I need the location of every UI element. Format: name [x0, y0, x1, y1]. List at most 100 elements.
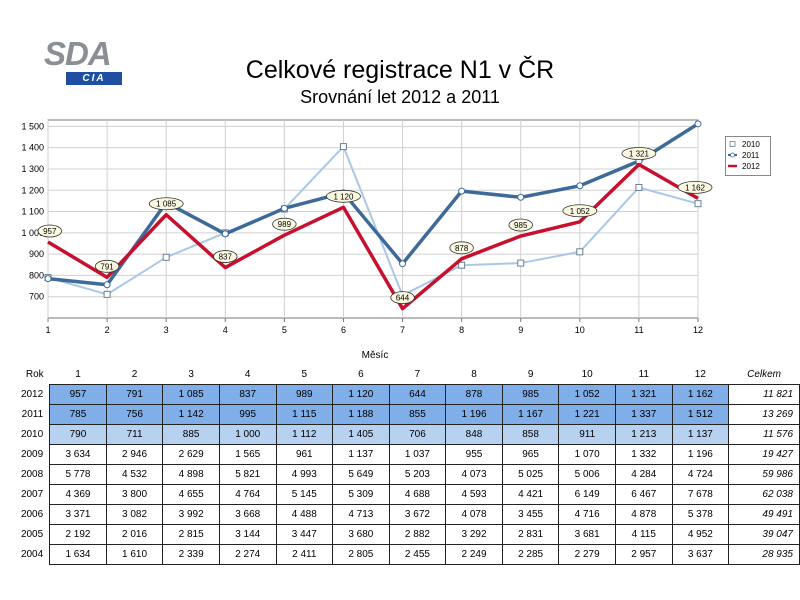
data-label-bubble: [37, 224, 63, 238]
table-cell: 2 339: [162, 544, 220, 565]
table-cell: 1 196: [445, 404, 503, 425]
table-row-total: 11 821: [728, 384, 800, 405]
table-row-year: 2004: [20, 549, 44, 560]
x-tick-label: 9: [518, 325, 523, 335]
table-cell: 1 112: [275, 424, 334, 445]
table-cell: 1 137: [332, 444, 390, 465]
chart-subtitle: Srovnání let 2012 a 2011: [300, 87, 500, 107]
legend-label-2012: 2012: [742, 162, 760, 171]
table-cell: 4 115: [614, 524, 673, 545]
registrations-table: Rok 1 2 3 4 5 6 7 8 9 10 11 12 Celkem 2012 957 791 1 085 8…: [8, 365, 800, 565]
table-row-year: 2011: [21, 409, 44, 420]
table-cell: 4 593: [445, 484, 503, 505]
table-cell: 3 455: [501, 504, 560, 525]
table-row-year: 2006: [20, 509, 44, 520]
table-cell: 4 688: [388, 484, 447, 505]
table-header-month: 1: [75, 369, 81, 380]
table-cell: 5 778: [49, 464, 107, 485]
table-cell: 1 052: [558, 384, 616, 405]
table-header-month: 12: [694, 369, 706, 380]
series-line-2010: [47, 145, 699, 297]
table-cell: 2 946: [105, 444, 164, 465]
table-cell: 3 637: [671, 544, 730, 565]
point-2011: [399, 260, 407, 268]
x-tick-label: 12: [693, 325, 703, 335]
table-cell: 4 369: [49, 484, 107, 505]
point-2010: [103, 290, 111, 298]
table-header-year: Rok: [25, 369, 44, 381]
data-label: 837: [219, 253, 233, 262]
logo-cia-text: CIA: [82, 73, 106, 84]
table-cell: 2 249: [445, 544, 503, 565]
table-cell: 3 668: [218, 504, 277, 525]
table-cell: 5 649: [332, 464, 390, 485]
table-header-month: 4: [244, 369, 251, 380]
table-cell: 3 634: [49, 444, 107, 465]
table-cell: 957: [49, 384, 107, 405]
table-row-total: 28 935: [728, 544, 800, 565]
table-row-total: 19 427: [728, 444, 800, 465]
table-cell: 3 800: [105, 484, 164, 505]
table-cell: 4 716: [558, 504, 616, 525]
table-cell: 4 421: [501, 484, 560, 505]
table-cell: 3 082: [105, 504, 164, 525]
point-2010: [576, 248, 584, 256]
table-cell: 955: [445, 444, 503, 465]
table-cell: 2 274: [218, 544, 277, 565]
table-row: 2012 957 791 1 085 837 989 1 120 644 878 985 1 052…: [8, 384, 800, 405]
table-cell: 756: [105, 404, 164, 425]
table-row-year: 2012: [20, 389, 44, 400]
x-tick-label: 4: [223, 325, 228, 335]
table-row-year: 2005: [20, 529, 44, 540]
table-row: 2008 5 778 4 532 4 898 5 821 4 993 5 649 5 203 4…: [8, 464, 800, 485]
point-2010: [458, 261, 466, 269]
table-cell: 1 512: [671, 404, 730, 425]
table-cell: 3 292: [445, 524, 503, 545]
table-header-month: 6: [358, 369, 364, 380]
point-2011: [576, 182, 584, 190]
table-cell: 711: [105, 424, 164, 445]
legend-swatch-2012: [728, 164, 737, 168]
table-row: 2009 3 634 2 946 2 629 1 565 961 1 137 1 037 955…: [8, 444, 800, 465]
table-cell: 1 321: [614, 384, 673, 405]
data-label: 1 162: [685, 183, 706, 192]
chart-title: Celkové registrace N1 v ČR: [245, 56, 555, 84]
table-cell: 878: [445, 384, 503, 405]
table-cell: 2 455: [388, 544, 447, 565]
table-header-month: 7: [414, 369, 421, 380]
point-2011: [458, 187, 466, 195]
table-header-row: Rok 1 2 3 4 5 6 7 8 9 10 11 12 Celkem: [8, 365, 800, 385]
legend: 2010 2011 2012: [725, 136, 771, 176]
x-tick-label: 10: [575, 325, 585, 335]
table-cell: 1 332: [614, 444, 673, 465]
table-cell: 791: [105, 384, 164, 405]
point-2011: [103, 281, 111, 289]
point-2011: [517, 193, 525, 201]
table-cell: 790: [49, 424, 107, 445]
table-cell: 858: [501, 424, 560, 445]
table-cell: 965: [501, 444, 560, 465]
data-label-bubble: [508, 218, 533, 232]
table-cell: 1 142: [162, 404, 220, 425]
table-cell: 3 447: [275, 524, 334, 545]
table-cell: 6 467: [614, 484, 673, 505]
data-label-bubble: [213, 250, 238, 263]
legend-swatch-2010: [729, 141, 736, 147]
legend-label-2010: 2010: [742, 140, 760, 149]
point-2011: [280, 204, 288, 212]
table-cell: 4 878: [614, 504, 673, 525]
data-label: 791: [100, 262, 114, 271]
point-2011: [694, 120, 702, 128]
data-label: 1 321: [629, 149, 650, 158]
table-cell: 2 957: [614, 544, 673, 565]
table-header-total: Celkem: [747, 369, 782, 380]
data-label-bubble: [621, 147, 657, 160]
table-row-total: 39 047: [728, 524, 800, 545]
x-tick-label: 6: [341, 325, 346, 335]
table-cell: 3 992: [162, 504, 220, 525]
point-2010: [694, 200, 702, 208]
table-cell: 1 037: [388, 444, 447, 465]
table-cell: 2 882: [388, 524, 447, 545]
table-cell: 1 196: [671, 444, 730, 465]
y-tick-label: 1 000: [21, 228, 44, 238]
